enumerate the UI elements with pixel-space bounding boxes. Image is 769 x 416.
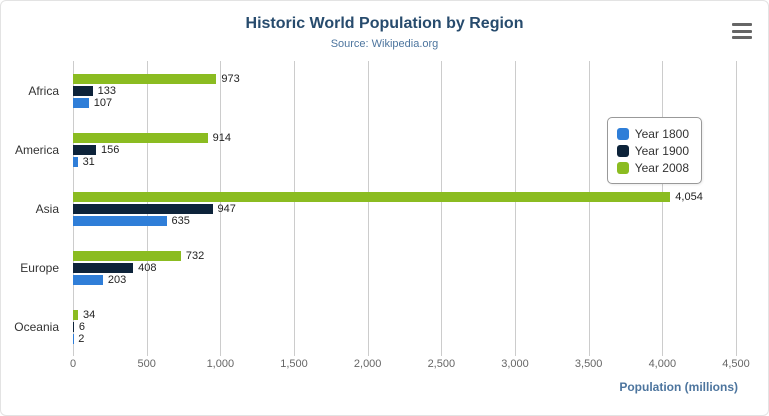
data-label: 914: [212, 131, 232, 144]
bar[interactable]: [73, 274, 103, 285]
bar-line: 6: [73, 320, 736, 333]
chart-subtitle: Source: Wikipedia.org: [330, 38, 439, 50]
bar[interactable]: [73, 309, 78, 320]
bar[interactable]: [73, 144, 96, 155]
bar-line: 947: [73, 202, 736, 215]
bar-group-africa: 973 133 107: [73, 61, 736, 120]
bar[interactable]: [73, 73, 217, 84]
data-label: 973: [221, 72, 240, 85]
x-tick-label: 3,500: [574, 358, 603, 370]
legend-swatch-year-2008: [616, 161, 629, 174]
legend-item-year-2008[interactable]: Year 2008: [616, 159, 689, 176]
data-label: 635: [171, 214, 190, 227]
plot-area: 973 133 107 914 156 31 4,054 947 635 732 408 203 34 6…: [73, 61, 737, 356]
bar-line: 34: [73, 308, 736, 321]
data-label: 947: [217, 202, 236, 215]
bar-group-america: 914 156 31: [73, 120, 736, 179]
hamburger-bar: [732, 36, 752, 39]
x-tick-label: 3,000: [501, 358, 529, 370]
bar[interactable]: [73, 97, 89, 108]
legend-label: Year 2008: [634, 160, 689, 175]
data-label: 156: [100, 143, 120, 156]
bar[interactable]: [73, 321, 74, 332]
bar-line: 973: [73, 72, 736, 85]
bar-line: 2: [73, 332, 736, 345]
legend-item-year-1900[interactable]: Year 1900: [616, 142, 689, 159]
gridline: [588, 61, 590, 356]
legend: Year 1800 Year 1900 Year 2008: [606, 117, 702, 184]
hamburger-bar: [732, 23, 752, 26]
bar-line: 408: [73, 261, 736, 274]
legend-label: Year 1900: [634, 143, 689, 158]
data-label: 133: [97, 84, 116, 97]
x-tick-label: 2,500: [427, 358, 456, 370]
bar-group-asia: 4,054 947 635: [73, 179, 736, 238]
x-tick-label: 4,500: [722, 358, 750, 370]
bar-line: 156: [73, 143, 736, 156]
bar-line: 133: [73, 84, 736, 97]
bar[interactable]: [73, 156, 78, 167]
x-tick-label: 2,000: [353, 358, 382, 370]
gridline: [367, 61, 369, 356]
legend-swatch-year-1800: [616, 127, 629, 140]
bar-group-europe: 732 408 203: [73, 238, 736, 297]
gridline: [515, 61, 516, 356]
data-label: 732: [185, 249, 205, 262]
x-tick-label: 500: [137, 358, 156, 370]
bar-line: 203: [73, 273, 736, 286]
x-tick-label: 1,000: [206, 358, 235, 370]
gridline: [220, 61, 222, 356]
hamburger-menu-icon[interactable]: [732, 23, 752, 39]
gridline: [736, 61, 737, 356]
category-label: Asia: [35, 201, 59, 216]
bar[interactable]: [73, 262, 134, 273]
bar[interactable]: [73, 132, 208, 143]
data-label: 203: [107, 273, 127, 286]
bar-line: 107: [73, 96, 736, 109]
bar[interactable]: [73, 250, 181, 261]
category-label: Oceania: [14, 319, 59, 334]
gridline: [662, 61, 664, 356]
bar-line: 635: [73, 214, 736, 227]
data-label: 6: [78, 320, 85, 333]
x-tick-label: 0: [69, 358, 77, 370]
data-label: 107: [93, 96, 113, 109]
gridline: [441, 61, 443, 356]
data-label: 2: [78, 332, 85, 345]
bar[interactable]: [73, 203, 213, 214]
category-label: America: [14, 142, 59, 157]
hamburger-bar: [732, 29, 752, 33]
bar-line: 732: [73, 249, 736, 262]
bar-line: 31: [73, 155, 736, 168]
category-label: Europe: [20, 260, 59, 275]
data-label: 408: [138, 261, 157, 274]
y-axis-category-labels: Africa America Asia Europe Oceania: [1, 61, 65, 356]
data-label: 31: [82, 155, 95, 168]
bar-group-oceania: 34 6 2: [73, 297, 736, 356]
bar[interactable]: [73, 85, 93, 96]
category-label: Africa: [28, 83, 59, 98]
legend-item-year-1800[interactable]: Year 1800: [616, 125, 689, 142]
x-axis-title: Population (millions): [619, 380, 738, 394]
bar-line: 4,054: [73, 190, 736, 203]
x-tick-label: 1,500: [280, 358, 308, 370]
data-label: 34: [83, 308, 96, 321]
gridline: [294, 61, 295, 356]
chart-title: Historic World Population by Region: [245, 15, 524, 32]
x-axis-tick-labels: 0 500 1,000 1,500 2,000 2,500 3,000 3,500 4,000 4…: [69, 358, 750, 374]
data-label: 4,054: [675, 190, 703, 203]
bar[interactable]: [73, 191, 671, 202]
legend-swatch-year-1900: [616, 144, 629, 157]
bar[interactable]: [73, 215, 167, 226]
legend-label: Year 1800: [634, 126, 689, 141]
bar-line: 914: [73, 131, 736, 144]
x-tick-label: 4,000: [648, 358, 677, 370]
